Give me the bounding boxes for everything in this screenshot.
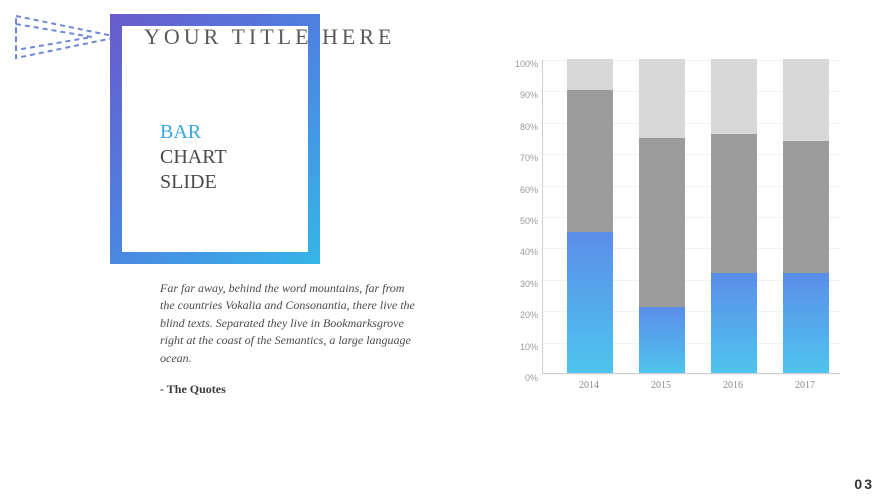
chart-y-label: 20% [500,310,538,320]
bar-group [783,59,829,373]
bar-segment-s1 [711,273,757,373]
chart-x-label: 2016 [710,380,756,400]
subtitle-line2: CHART [160,145,227,170]
page-title: YOUR TITLE HERE [144,24,395,50]
slide: YOUR TITLE HERE BAR CHART SLIDE Far far … [0,0,896,504]
chart-x-label: 2014 [566,380,612,400]
subtitle-accent: BAR [160,120,227,145]
chart-plot [542,60,840,374]
bar-group [711,59,757,373]
chart-y-label: 70% [500,153,538,163]
subtitle: BAR CHART SLIDE [160,120,227,195]
subtitle-line3: SLIDE [160,170,227,195]
chart-y-label: 50% [500,216,538,226]
bar-segment-s3 [783,59,829,141]
bar-segment-s1 [567,232,613,373]
chart-gridline [543,374,840,375]
chart-x-label: 2017 [782,380,828,400]
chart-y-label: 100% [500,59,538,69]
bar-segment-s3 [567,59,613,90]
chart-y-label: 10% [500,342,538,352]
chart-y-label: 30% [500,279,538,289]
chart-y-label: 40% [500,247,538,257]
bar-segment-s1 [639,307,685,373]
bar-segment-s3 [711,59,757,134]
chart-x-label: 2015 [638,380,684,400]
quote-attribution: - The Quotes [160,382,226,397]
bar-chart: 0% 10% 20% 30% 40% 50% 60% 70% 80% 90% 100% 2014 201… [500,60,840,400]
bar-group [567,59,613,373]
page-number: 03 [854,476,874,492]
chart-y-label: 90% [500,90,538,100]
bar-segment-s3 [639,59,685,138]
triangle-decoration [14,14,124,60]
bar-segment-s2 [639,138,685,308]
bar-segment-s2 [567,90,613,231]
chart-y-label: 0% [500,373,538,383]
bar-segment-s2 [783,141,829,273]
bar-group [639,59,685,373]
chart-y-label: 60% [500,185,538,195]
bar-segment-s2 [711,134,757,272]
bar-segment-s1 [783,273,829,373]
body-text: Far far away, behind the word mountains,… [160,280,420,367]
chart-y-label: 80% [500,122,538,132]
